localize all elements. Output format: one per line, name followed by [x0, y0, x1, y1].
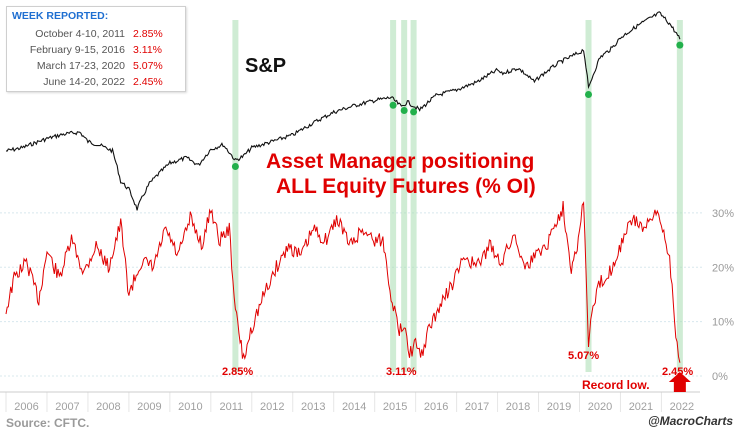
legend-row-label: March 17-23, 2020 — [36, 60, 125, 72]
highlight-marker — [410, 108, 418, 116]
highlight-marker — [231, 162, 239, 170]
x-tick-label: 2010 — [178, 401, 202, 413]
legend-row-value: 2.85% — [133, 28, 163, 40]
x-tick-label: 2015 — [383, 401, 407, 413]
annotation-record-low: Record low. — [582, 378, 650, 392]
annotation-2016: 3.11% — [386, 366, 417, 378]
legend-row: February 9-15, 2016 3.11% — [7, 44, 185, 59]
highlight-band — [676, 20, 683, 372]
positioning-line — [5, 200, 681, 363]
chart-title-line1: Asset Manager positioning — [266, 150, 535, 173]
y-tick-label: 0% — [712, 371, 728, 383]
highlight-marker — [585, 91, 593, 99]
highlight-band — [401, 20, 408, 372]
x-tick-label: 2008 — [96, 401, 120, 413]
highlight-marker — [400, 106, 408, 114]
legend-row-label: June 14-20, 2022 — [43, 76, 125, 88]
highlight-marker — [389, 101, 397, 109]
annotation-2022: 2.45% — [662, 366, 694, 378]
highlight-band — [410, 20, 417, 372]
sp-series-label: S&P — [245, 55, 287, 77]
legend-row: October 4-10, 2011 2.85% — [7, 28, 185, 43]
legend-row: June 14-20, 2022 2.45% — [7, 76, 185, 91]
highlight-band — [390, 20, 397, 372]
x-tick-label: 2020 — [588, 401, 612, 413]
legend-row-value: 5.07% — [133, 60, 163, 72]
highlight-marker — [676, 41, 684, 49]
x-tick-label: 2006 — [14, 401, 38, 413]
x-tick-label: 2017 — [465, 401, 489, 413]
legend-row: March 17-23, 2020 5.07% — [7, 60, 185, 75]
x-tick-label: 2012 — [260, 401, 284, 413]
x-tick-label: 2018 — [506, 401, 530, 413]
x-tick-label: 2019 — [547, 401, 571, 413]
annotation-2020: 5.07% — [568, 350, 600, 362]
x-tick-label: 2021 — [629, 401, 653, 413]
legend-title: WEEK REPORTED: — [12, 10, 109, 22]
legend-row-label: February 9-15, 2016 — [29, 44, 125, 56]
x-tick-label: 2009 — [137, 401, 161, 413]
y-tick-label: 30% — [712, 208, 734, 220]
source-note: Source: CFTC. — [6, 416, 90, 430]
x-tick-label: 2014 — [342, 401, 366, 413]
y-tick-label: 20% — [712, 262, 734, 274]
x-tick-label: 2022 — [670, 401, 694, 413]
sp-line — [5, 11, 681, 211]
chart-title-line2: ALL Equity Futures (% OI) — [276, 175, 536, 198]
x-tick-label: 2007 — [55, 401, 79, 413]
legend-row-value: 2.45% — [133, 76, 163, 88]
annotation-2011: 2.85% — [222, 366, 254, 378]
highlight-band — [232, 20, 239, 372]
legend-box: WEEK REPORTED: October 4-10, 2011 2.85% … — [6, 6, 186, 92]
x-tick-label: 2011 — [219, 401, 243, 413]
legend-row-value: 3.11% — [133, 44, 162, 56]
y-tick-label: 10% — [712, 317, 734, 329]
x-tick-label: 2013 — [301, 401, 325, 413]
x-tick-label: 2016 — [424, 401, 448, 413]
credit-label: @MacroCharts — [647, 414, 733, 428]
legend-row-label: October 4-10, 2011 — [35, 28, 125, 40]
highlight-band — [585, 20, 592, 372]
record-low-arrow — [668, 372, 691, 392]
